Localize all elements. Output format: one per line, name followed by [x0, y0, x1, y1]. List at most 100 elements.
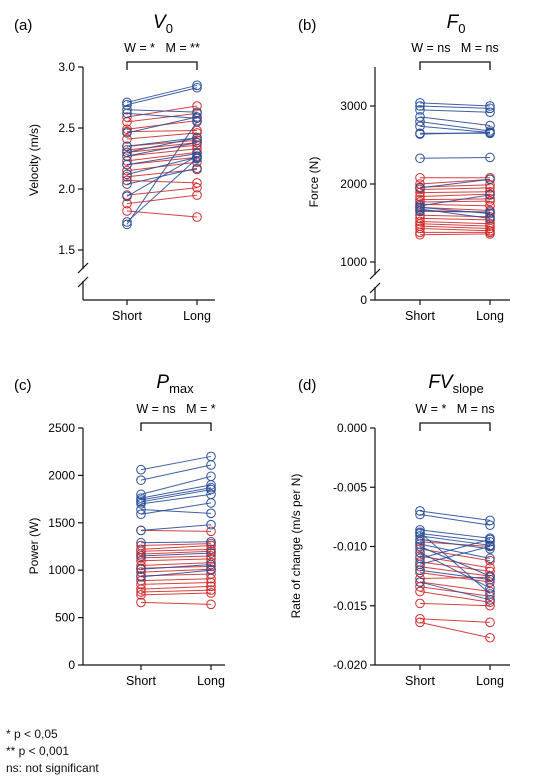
y-tick-label: 2.5: [58, 121, 75, 135]
pair-line: [126, 194, 198, 205]
pair-line: [419, 514, 491, 526]
data-point-long: [192, 182, 202, 193]
data-point-short: [122, 217, 132, 227]
y-axis-title: Rate of change (m/s per N): [289, 474, 303, 619]
pair-line: [419, 510, 491, 521]
series-men: [415, 98, 495, 224]
data-point-long: [485, 103, 495, 114]
data-point-long: [485, 152, 495, 163]
y-tick-label: -0.015: [333, 599, 367, 613]
data-point-long: [485, 589, 495, 599]
chart-title: V0: [153, 12, 173, 36]
axis-break-mark: [369, 268, 381, 280]
y-tick-label: 1000: [340, 255, 367, 269]
pair-line: [419, 561, 491, 572]
data-point-short: [122, 97, 132, 108]
data-point-short: [122, 165, 132, 176]
panel-label: (d): [298, 377, 316, 394]
chart-title: FVslope: [428, 372, 483, 396]
data-point-short: [122, 175, 132, 186]
data-point-long: [485, 632, 495, 643]
data-point-long: [206, 554, 216, 564]
pair-line: [140, 550, 212, 555]
title-subscript: slope: [453, 381, 484, 396]
data-point-long: [206, 508, 216, 519]
significance-label: W = ns M = *: [136, 402, 215, 416]
panel-label: (a): [14, 17, 32, 34]
panel-label: (b): [298, 17, 316, 34]
data-point-short: [415, 577, 425, 587]
data-point-short: [136, 537, 146, 548]
pair-line: [419, 203, 491, 207]
pair-line: [126, 144, 198, 153]
data-point-long: [485, 595, 495, 605]
pair-line: [419, 233, 491, 236]
data-point-short: [136, 584, 146, 594]
data-point-short: [415, 565, 425, 576]
pair-line: [140, 475, 212, 495]
y-tick-label: -0.010: [333, 540, 367, 554]
pair-line: [126, 129, 198, 133]
pair-line: [419, 200, 491, 203]
x-tick-label: Long: [183, 309, 211, 323]
data-point-short: [415, 187, 425, 198]
data-point-long: [485, 213, 495, 224]
data-point-short: [122, 191, 132, 202]
y-axis-title: Velocity (m/s): [27, 124, 41, 196]
pair-line: [419, 566, 491, 577]
pair-line: [419, 121, 491, 132]
data-point-long: [206, 559, 216, 570]
data-point-short: [415, 229, 425, 240]
data-point-short: [122, 147, 132, 158]
data-point-long: [485, 534, 495, 545]
y-tick-label: -0.020: [333, 658, 367, 672]
data-point-short: [415, 129, 425, 139]
data-point-long: [206, 526, 216, 537]
data-point-short: [415, 213, 425, 224]
pair-line: [419, 602, 491, 607]
pair-line: [140, 585, 212, 590]
y-tick-label: 1.5: [58, 243, 75, 257]
data-point-long: [206, 460, 216, 470]
data-point-long: [192, 153, 202, 164]
data-point-long: [192, 163, 202, 174]
data-point-short: [122, 172, 132, 182]
pair-line: [419, 581, 491, 601]
chart-title: Pmax: [156, 372, 194, 396]
pair-line: [140, 541, 212, 544]
y-axis-title: Force (N): [307, 157, 321, 208]
significance-bracket: [126, 61, 198, 70]
pair-line: [140, 558, 212, 562]
data-point-long: [485, 555, 495, 566]
y-tick-label: 3.0: [58, 60, 75, 74]
pair-line: [140, 589, 212, 593]
pair-line: [419, 223, 491, 227]
data-point-long: [485, 520, 495, 530]
pair-line: [140, 543, 212, 547]
data-point-long: [206, 581, 216, 592]
data-point-short: [136, 489, 146, 500]
data-point-long: [192, 212, 202, 222]
significance-label: W = * M = ns: [415, 402, 494, 416]
data-point-short: [122, 104, 132, 115]
pair-line: [140, 455, 212, 471]
pair-line: [140, 582, 212, 585]
data-point-short: [122, 179, 132, 189]
pair-line: [419, 116, 491, 126]
data-point-long: [485, 617, 495, 628]
y-tick-label: 2.0: [58, 182, 75, 196]
series-women: [122, 101, 202, 222]
data-point-long: [192, 80, 202, 91]
pair-line: [140, 493, 212, 505]
y-tick-label: 1500: [48, 516, 75, 530]
panel-label: (c): [14, 377, 32, 394]
data-point-long: [485, 541, 495, 552]
data-point-long: [206, 498, 216, 508]
data-point-long: [206, 484, 216, 495]
pair-line: [140, 484, 212, 499]
data-point-short: [136, 475, 146, 485]
x-tick-label: Short: [126, 674, 156, 688]
y-tick-label: -0.005: [333, 480, 367, 494]
data-point-short: [136, 464, 146, 475]
